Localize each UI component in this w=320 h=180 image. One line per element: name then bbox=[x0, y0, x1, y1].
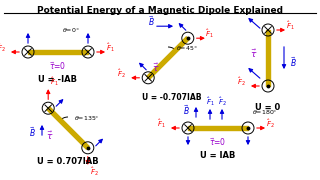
Text: $\hat{F}_2$: $\hat{F}_2$ bbox=[237, 76, 246, 88]
Bar bbox=[147, 37, 189, 79]
Text: Potential Energy of a Magnetic Dipole Explained: Potential Energy of a Magnetic Dipole Ex… bbox=[37, 6, 283, 15]
Text: U = 0: U = 0 bbox=[255, 103, 281, 112]
Text: $\hat{F}_2$: $\hat{F}_2$ bbox=[90, 166, 99, 178]
Text: $\theta$=45°: $\theta$=45° bbox=[176, 44, 197, 52]
Bar bbox=[28, 50, 88, 54]
Bar bbox=[269, 51, 277, 59]
Bar bbox=[188, 126, 248, 130]
Text: $\vec{\tau}$: $\vec{\tau}$ bbox=[46, 130, 54, 142]
Text: $\hat{F}_2$: $\hat{F}_2$ bbox=[0, 42, 6, 54]
Text: $\vec{\tau}$=0: $\vec{\tau}$=0 bbox=[209, 136, 227, 148]
Text: $\vec{\tau}$=0: $\vec{\tau}$=0 bbox=[49, 60, 67, 72]
Text: U = IAB: U = IAB bbox=[200, 152, 236, 161]
Bar bbox=[47, 107, 89, 149]
Text: $\vec{B}$: $\vec{B}$ bbox=[29, 125, 36, 139]
Bar bbox=[266, 30, 270, 86]
Text: $\hat{F}_1$: $\hat{F}_1$ bbox=[205, 28, 214, 40]
Text: U = -0.707IAB: U = -0.707IAB bbox=[142, 93, 202, 102]
Text: $\hat{F}_1$: $\hat{F}_1$ bbox=[157, 118, 166, 130]
Text: $\hat{F}_1$: $\hat{F}_1$ bbox=[206, 96, 214, 108]
Text: $\hat{F}_1$: $\hat{F}_1$ bbox=[106, 42, 114, 54]
Text: $\hat{F}_1$: $\hat{F}_1$ bbox=[50, 76, 59, 89]
Text: $\theta$=135°: $\theta$=135° bbox=[74, 114, 100, 122]
Text: $\theta$=0°: $\theta$=0° bbox=[62, 26, 80, 34]
Text: $\vec{\tau}$: $\vec{\tau}$ bbox=[250, 48, 258, 60]
Text: $\hat{F}_2$: $\hat{F}_2$ bbox=[218, 96, 226, 108]
Text: $\vec{B}$: $\vec{B}$ bbox=[148, 14, 154, 28]
Text: $\vec{B}$: $\vec{B}$ bbox=[290, 55, 297, 69]
Text: $\hat{F}_2$: $\hat{F}_2$ bbox=[266, 118, 274, 130]
Text: U = 0.707IAB: U = 0.707IAB bbox=[37, 158, 99, 166]
Text: $\hat{F}_2$: $\hat{F}_2$ bbox=[117, 68, 126, 80]
Text: $\theta$=180°: $\theta$=180° bbox=[252, 108, 277, 116]
Text: $\vec{B}$: $\vec{B}$ bbox=[183, 103, 190, 117]
Text: $\vec{\tau}$: $\vec{\tau}$ bbox=[152, 62, 160, 74]
Text: U = -IAB: U = -IAB bbox=[38, 75, 77, 84]
Text: $\hat{F}_1$: $\hat{F}_1$ bbox=[286, 20, 294, 32]
